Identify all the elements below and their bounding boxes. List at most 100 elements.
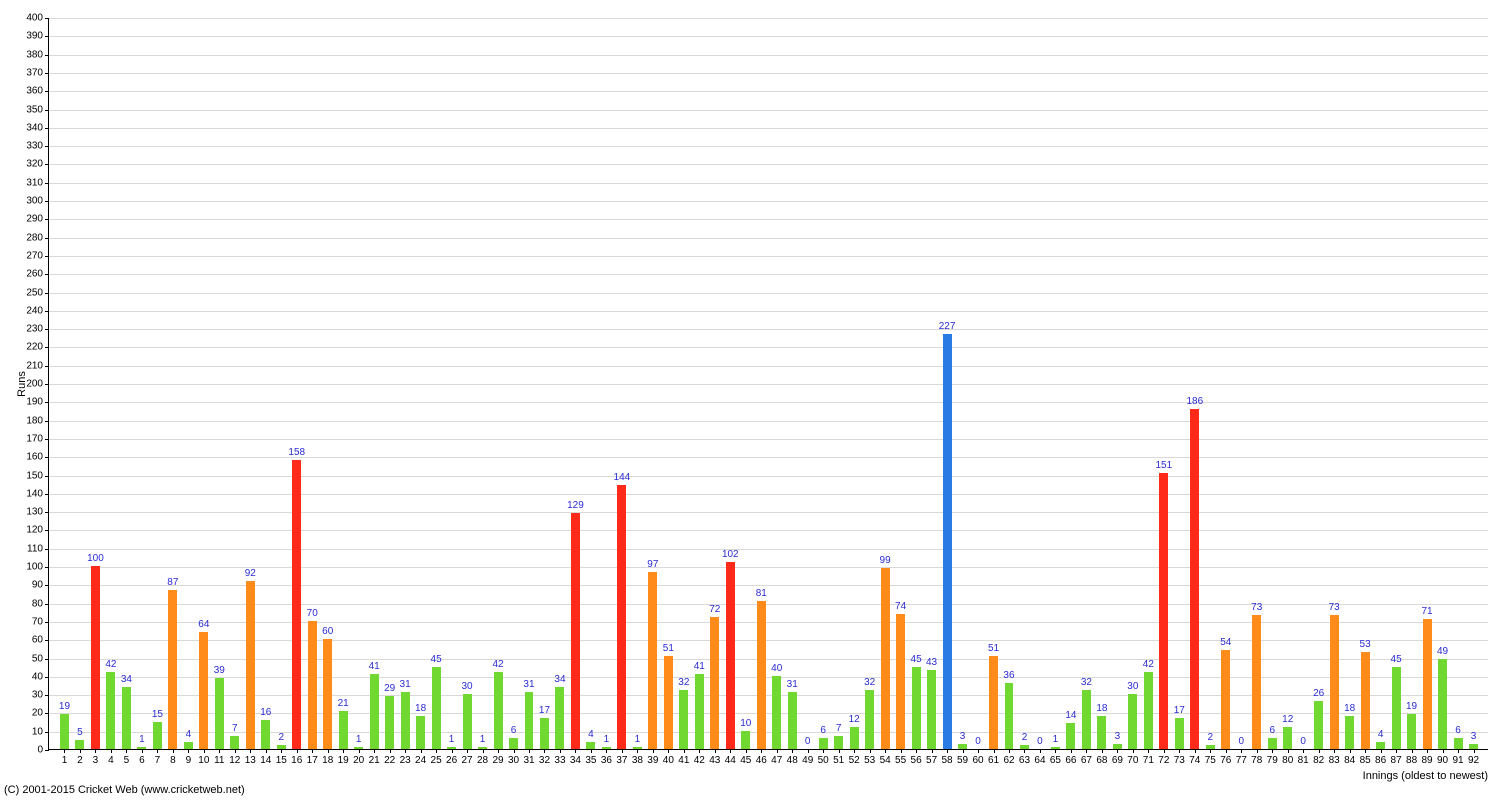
- xtick-label: 65: [1050, 755, 1061, 766]
- bar: 41: [370, 674, 379, 749]
- bar: 12: [1283, 727, 1292, 749]
- ytick-mark: [45, 183, 49, 184]
- ytick-label: 310: [26, 177, 43, 188]
- ytick-label: 0: [37, 745, 43, 756]
- ytick-label: 360: [26, 86, 43, 97]
- ytick-label: 330: [26, 141, 43, 152]
- bar: 158: [292, 460, 301, 749]
- xtick-mark: [1257, 749, 1258, 753]
- xtick-label: 87: [1391, 755, 1402, 766]
- bar-value-label: 19: [59, 701, 70, 712]
- xtick-label: 81: [1298, 755, 1309, 766]
- gridline-y: [49, 585, 1488, 586]
- xtick-label: 51: [833, 755, 844, 766]
- xtick-mark: [452, 749, 453, 753]
- bar-value-label: 102: [722, 549, 739, 560]
- xtick-mark: [622, 749, 623, 753]
- ytick-label: 340: [26, 122, 43, 133]
- xtick-mark: [359, 749, 360, 753]
- gridline-y: [49, 36, 1488, 37]
- xtick-mark: [1241, 749, 1242, 753]
- bar: 19: [1407, 714, 1416, 749]
- bar-value-label: 40: [771, 663, 782, 674]
- bar-value-label: 14: [1065, 710, 1076, 721]
- bar: 6: [819, 738, 828, 749]
- bar-value-label: 0: [1300, 736, 1306, 747]
- ytick-mark: [45, 750, 49, 751]
- gridline-y: [49, 347, 1488, 348]
- gridline-y: [49, 677, 1488, 678]
- xtick-mark: [591, 749, 592, 753]
- xtick-label: 29: [492, 755, 503, 766]
- bar: 49: [1438, 659, 1447, 749]
- xtick-label: 37: [616, 755, 627, 766]
- bar-value-label: 6: [1455, 725, 1461, 736]
- gridline-y: [49, 219, 1488, 220]
- bar-value-label: 17: [1174, 705, 1185, 716]
- xtick-mark: [405, 749, 406, 753]
- xtick-label: 6: [139, 755, 145, 766]
- bar-value-label: 42: [105, 659, 116, 670]
- xtick-label: 5: [124, 755, 130, 766]
- gridline-y: [49, 512, 1488, 513]
- ytick-label: 160: [26, 452, 43, 463]
- xtick-mark: [281, 749, 282, 753]
- xtick-label: 44: [725, 755, 736, 766]
- bar: 34: [122, 687, 131, 749]
- bar-value-label: 74: [895, 601, 906, 612]
- ytick-label: 10: [32, 726, 43, 737]
- xtick-mark: [266, 749, 267, 753]
- bar-value-label: 54: [1220, 637, 1231, 648]
- bar: 45: [432, 667, 441, 749]
- xtick-mark: [80, 749, 81, 753]
- xtick-label: 86: [1375, 755, 1386, 766]
- gridline-y: [49, 366, 1488, 367]
- xtick-mark: [994, 749, 995, 753]
- ytick-mark: [45, 311, 49, 312]
- bar: 60: [323, 639, 332, 749]
- bar: 17: [1175, 718, 1184, 749]
- bar: 99: [881, 568, 890, 749]
- bar: 21: [339, 711, 348, 749]
- xtick-label: 40: [663, 755, 674, 766]
- bar-value-label: 7: [836, 723, 842, 734]
- bar-value-label: 1: [604, 734, 610, 745]
- xtick-mark: [684, 749, 685, 753]
- xtick-mark: [1303, 749, 1304, 753]
- bar: 100: [91, 566, 100, 749]
- bar-value-label: 227: [939, 321, 956, 332]
- ytick-label: 120: [26, 525, 43, 536]
- bar: 30: [1128, 694, 1137, 749]
- xtick-mark: [188, 749, 189, 753]
- xtick-mark: [947, 749, 948, 753]
- xtick-label: 61: [988, 755, 999, 766]
- bar: 18: [1345, 716, 1354, 749]
- ytick-label: 190: [26, 397, 43, 408]
- ytick-mark: [45, 659, 49, 660]
- xtick-mark: [1288, 749, 1289, 753]
- xtick-mark: [1040, 749, 1041, 753]
- ytick-label: 280: [26, 232, 43, 243]
- xtick-mark: [1412, 749, 1413, 753]
- bar-value-label: 12: [1282, 714, 1293, 725]
- bar: 7: [230, 736, 239, 749]
- ytick-label: 220: [26, 342, 43, 353]
- xtick-label: 62: [1003, 755, 1014, 766]
- bar: 31: [401, 692, 410, 749]
- ytick-label: 80: [32, 598, 43, 609]
- bar-value-label: 18: [415, 703, 426, 714]
- xtick-mark: [1117, 749, 1118, 753]
- bar-value-label: 60: [322, 626, 333, 637]
- bar: 54: [1221, 650, 1230, 749]
- xtick-label: 36: [601, 755, 612, 766]
- xtick-mark: [1148, 749, 1149, 753]
- gridline-y: [49, 164, 1488, 165]
- bar-value-label: 43: [926, 657, 937, 668]
- xtick-label: 41: [678, 755, 689, 766]
- bar-value-label: 53: [1360, 639, 1371, 650]
- xtick-label: 33: [554, 755, 565, 766]
- xtick-label: 8: [170, 755, 176, 766]
- bar-value-label: 4: [588, 729, 594, 740]
- ytick-label: 250: [26, 287, 43, 298]
- ytick-mark: [45, 439, 49, 440]
